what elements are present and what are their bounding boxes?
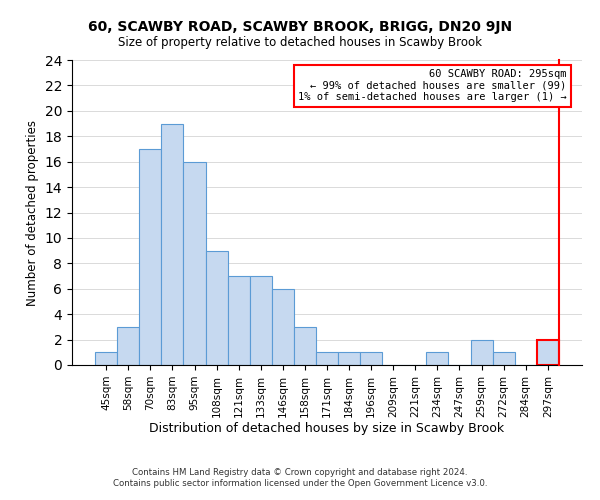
Bar	[338, 352, 360, 365]
X-axis label: Distribution of detached houses by size in Scawby Brook: Distribution of detached houses by size …	[149, 422, 505, 436]
Bar	[427, 352, 448, 365]
Bar	[250, 276, 272, 365]
Bar	[470, 340, 493, 365]
Bar	[206, 250, 227, 365]
Bar	[493, 352, 515, 365]
Bar	[95, 352, 117, 365]
Bar	[537, 340, 559, 365]
Bar	[227, 276, 250, 365]
Text: 60, SCAWBY ROAD, SCAWBY BROOK, BRIGG, DN20 9JN: 60, SCAWBY ROAD, SCAWBY BROOK, BRIGG, DN…	[88, 20, 512, 34]
Bar	[161, 124, 184, 365]
Bar	[139, 149, 161, 365]
Bar	[184, 162, 206, 365]
Text: Contains HM Land Registry data © Crown copyright and database right 2024.
Contai: Contains HM Land Registry data © Crown c…	[113, 468, 487, 487]
Y-axis label: Number of detached properties: Number of detached properties	[26, 120, 39, 306]
Text: Size of property relative to detached houses in Scawby Brook: Size of property relative to detached ho…	[118, 36, 482, 49]
Text: 60 SCAWBY ROAD: 295sqm
← 99% of detached houses are smaller (99)
1% of semi-deta: 60 SCAWBY ROAD: 295sqm ← 99% of detached…	[298, 69, 567, 102]
Bar	[272, 289, 294, 365]
Bar	[316, 352, 338, 365]
Bar	[360, 352, 382, 365]
Bar	[294, 327, 316, 365]
Bar	[117, 327, 139, 365]
